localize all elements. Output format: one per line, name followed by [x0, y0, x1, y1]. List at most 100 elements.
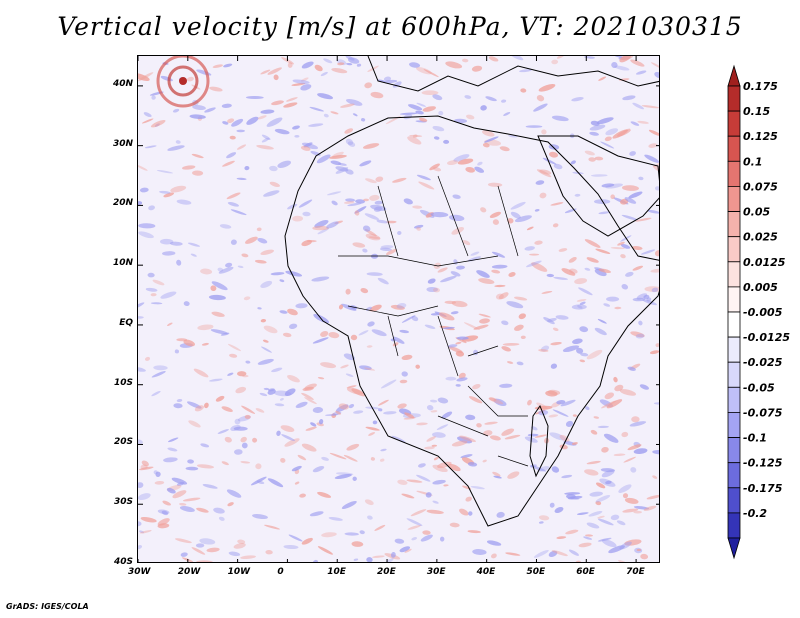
lat-tick-label: 10N	[112, 258, 133, 269]
updraft-patch	[482, 459, 487, 463]
updraft-patch	[637, 120, 649, 124]
colorbar-tick-label: 0.15	[743, 105, 770, 118]
downdraft-patch	[176, 398, 183, 403]
downdraft-patch	[485, 96, 497, 102]
updraft-patch	[256, 227, 262, 232]
downdraft-patch	[151, 95, 156, 100]
downdraft-patch	[237, 265, 244, 269]
updraft-patch	[501, 428, 515, 436]
downdraft-patch	[234, 418, 241, 425]
updraft-patch	[404, 548, 412, 553]
updraft-patch	[631, 416, 640, 423]
updraft-patch	[489, 435, 501, 441]
downdraft-patch	[345, 56, 355, 61]
downdraft-patch	[147, 272, 155, 278]
downdraft-patch	[218, 516, 225, 521]
updraft-patch	[196, 464, 215, 469]
colorbar-swatch	[727, 386, 741, 413]
updraft-patch	[340, 103, 355, 108]
updraft-patch	[614, 384, 624, 392]
downdraft-patch	[627, 366, 636, 371]
downdraft-patch	[625, 271, 634, 277]
updraft-patch	[227, 502, 234, 507]
colorbar-swatch	[727, 462, 741, 489]
downdraft-patch	[234, 449, 243, 455]
lat-tick-label: EQ	[119, 317, 133, 328]
downdraft-patch	[654, 71, 659, 79]
updraft-patch	[321, 532, 337, 538]
updraft-patch	[139, 466, 154, 471]
updraft-patch	[262, 339, 269, 343]
downdraft-patch	[570, 160, 576, 165]
updraft-patch	[451, 440, 468, 447]
updraft-patch	[595, 482, 606, 489]
downdraft-patch	[441, 411, 453, 419]
updraft-patch	[260, 318, 267, 323]
downdraft-patch	[314, 219, 329, 228]
downdraft-patch	[605, 480, 612, 485]
updraft-patch	[352, 242, 366, 248]
downdraft-patch	[443, 139, 450, 144]
downdraft-patch	[230, 239, 237, 245]
lon-tick-label: 60E	[576, 567, 595, 577]
downdraft-patch	[261, 134, 271, 141]
downdraft-patch	[464, 95, 472, 99]
updraft-patch	[264, 524, 280, 530]
updraft-patch	[482, 143, 490, 148]
downdraft-patch	[470, 251, 480, 256]
page-title: Vertical velocity [m/s] at 600hPa, VT: 2…	[57, 12, 743, 41]
downdraft-patch	[616, 520, 626, 526]
updraft-patch	[614, 306, 622, 310]
updraft-patch	[538, 349, 549, 352]
updraft-patch	[556, 536, 567, 539]
downdraft-patch	[380, 448, 387, 452]
downdraft-patch	[167, 447, 178, 452]
updraft-patch	[287, 308, 298, 316]
downdraft-patch	[601, 183, 615, 188]
downdraft-patch	[436, 424, 449, 430]
downdraft-patch	[408, 104, 423, 111]
updraft-patch	[646, 494, 659, 500]
updraft-patch	[297, 454, 307, 461]
downdraft-patch	[476, 270, 490, 278]
downdraft-patch	[355, 199, 366, 204]
downdraft-patch	[283, 544, 299, 550]
lat-tick-label: 40S	[113, 557, 133, 567]
downdraft-patch	[353, 558, 359, 561]
downdraft-patch	[622, 95, 636, 101]
downdraft-patch	[225, 262, 233, 268]
colorbar-tick-label: -0.125	[743, 457, 783, 470]
downdraft-patch	[470, 485, 485, 490]
updraft-patch	[571, 442, 578, 445]
updraft-patch	[492, 219, 499, 225]
downdraft-patch	[163, 457, 178, 463]
colorbar-swatch	[727, 160, 741, 187]
downdraft-patch	[236, 129, 245, 133]
downdraft-patch	[366, 557, 373, 562]
downdraft-patch	[401, 371, 408, 377]
downdraft-patch	[642, 299, 657, 306]
downdraft-patch	[202, 484, 218, 489]
updraft-patch	[472, 383, 481, 390]
updraft-patch	[416, 422, 428, 426]
downdraft-patch	[259, 392, 268, 397]
colorbar-legend: 0.175 0.15 0.125 0.1 0.075 0.05 0.025 0.0125 0.0…	[727, 64, 790, 560]
downdraft-patch	[138, 367, 146, 372]
downdraft-patch	[580, 352, 589, 357]
downdraft-patch	[401, 315, 416, 323]
downdraft-patch	[584, 56, 596, 59]
updraft-patch	[211, 311, 225, 317]
downdraft-patch	[516, 361, 524, 366]
colorbar-tick-label: 0.005	[743, 281, 778, 294]
updraft-patch	[601, 446, 609, 453]
downdraft-patch	[318, 419, 324, 425]
updraft-patch	[432, 464, 448, 473]
downdraft-patch	[437, 397, 449, 404]
downdraft-patch	[554, 506, 564, 514]
downdraft-patch	[383, 411, 397, 415]
downdraft-patch	[226, 152, 237, 159]
downdraft-patch	[267, 389, 276, 395]
updraft-patch	[538, 83, 556, 92]
updraft-patch	[397, 479, 408, 485]
updraft-patch	[363, 198, 369, 202]
